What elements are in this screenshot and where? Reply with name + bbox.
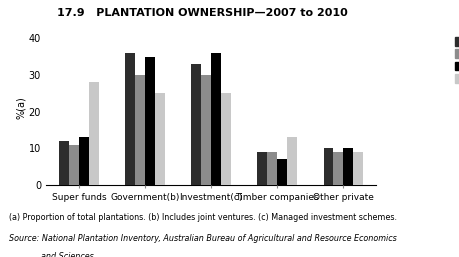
Bar xyxy=(125,53,135,185)
Text: and Sciences.: and Sciences. xyxy=(41,252,96,257)
Text: Source: National Plantation Inventory, Australian Bureau of Agricultural and Res: Source: National Plantation Inventory, A… xyxy=(9,234,397,243)
Bar xyxy=(267,152,277,185)
Bar xyxy=(287,137,297,185)
Bar xyxy=(201,75,211,185)
Bar xyxy=(277,159,287,185)
Bar xyxy=(257,152,267,185)
Bar xyxy=(79,137,89,185)
Bar xyxy=(343,148,353,185)
Text: 17.9   PLANTATION OWNERSHIP—2007 to 2010: 17.9 PLANTATION OWNERSHIP—2007 to 2010 xyxy=(56,8,347,18)
Bar xyxy=(191,64,201,185)
Bar xyxy=(89,82,99,185)
Bar xyxy=(135,75,145,185)
Bar xyxy=(69,145,79,185)
Bar xyxy=(221,93,231,185)
Y-axis label: %(a): %(a) xyxy=(16,97,26,119)
Bar xyxy=(333,152,343,185)
Bar xyxy=(353,152,363,185)
Bar xyxy=(155,93,165,185)
Bar xyxy=(145,57,155,185)
Legend: 2007, 2008, 2009, 2010: 2007, 2008, 2009, 2010 xyxy=(451,33,459,88)
Bar xyxy=(59,141,69,185)
Bar xyxy=(324,148,333,185)
Text: (a) Proportion of total plantations. (b) Includes joint ventures. (c) Managed in: (a) Proportion of total plantations. (b)… xyxy=(9,213,397,222)
Bar xyxy=(211,53,221,185)
